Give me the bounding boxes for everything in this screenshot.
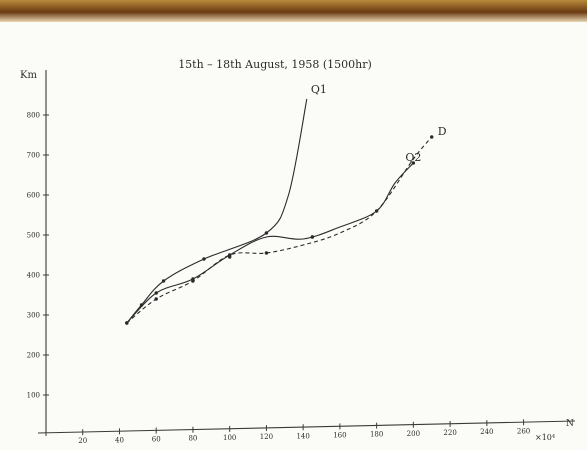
data-point-q2 bbox=[154, 291, 158, 295]
y-tick-label: 800 bbox=[27, 112, 40, 120]
data-point-d bbox=[430, 135, 434, 139]
data-point-d bbox=[154, 297, 158, 301]
series-label-d: D bbox=[438, 125, 447, 138]
x-tick-label: 80 bbox=[188, 435, 197, 443]
series-line-d bbox=[126, 136, 433, 324]
y-tick-label: 600 bbox=[27, 192, 40, 200]
x-tick-label: 240 bbox=[480, 428, 493, 436]
series-layer bbox=[125, 98, 434, 325]
x-tick-label: 100 bbox=[223, 434, 236, 442]
data-point-d bbox=[264, 251, 269, 255]
data-point-q1 bbox=[161, 279, 166, 283]
x-tick-label: 140 bbox=[296, 432, 309, 440]
x-multiplier-label: ×10⁴ bbox=[535, 433, 555, 442]
x-tick-label: 200 bbox=[407, 430, 420, 438]
y-tick-label: 300 bbox=[27, 312, 40, 320]
series-label-q2: Q2 bbox=[405, 151, 421, 164]
series-labels: Q1 Q2 D bbox=[311, 83, 447, 164]
y-axis-label: Km bbox=[20, 70, 37, 81]
y-tick-label: 500 bbox=[27, 232, 40, 240]
paper-top-edge bbox=[0, 0, 587, 22]
x-axis-line bbox=[37, 420, 576, 434]
data-point-q1 bbox=[202, 257, 206, 261]
x-tick-label: 260 bbox=[517, 427, 530, 435]
data-point-d bbox=[227, 255, 232, 259]
chart-title: 15th – 18th August, 1958 (1500hr) bbox=[178, 58, 372, 71]
ticks: 20 40 60 80 100 120 140 160 180 200 220 240 260 100 20… bbox=[27, 112, 531, 446]
series-line-q2 bbox=[126, 162, 414, 324]
x-tick-label: 180 bbox=[370, 431, 383, 439]
x-tick-label: 40 bbox=[115, 436, 124, 444]
x-axis-label: N bbox=[566, 419, 574, 429]
x-tick-label: 120 bbox=[260, 433, 273, 441]
x-tick-label: 220 bbox=[443, 429, 456, 437]
series-label-q1: Q1 bbox=[311, 83, 327, 96]
x-tick-label: 20 bbox=[78, 437, 87, 445]
data-point-q2 bbox=[411, 161, 416, 165]
y-tick-label: 400 bbox=[27, 272, 40, 280]
data-point-d bbox=[374, 209, 379, 213]
data-point-q1 bbox=[264, 231, 269, 235]
y-tick-label: 200 bbox=[27, 352, 40, 360]
x-tick-label: 160 bbox=[333, 431, 346, 439]
y-tick-label: 700 bbox=[27, 152, 40, 160]
x-tick-label: 60 bbox=[152, 436, 161, 444]
data-point-d bbox=[310, 235, 315, 239]
y-tick-label: 100 bbox=[27, 392, 40, 400]
axes bbox=[37, 70, 576, 434]
data-point-d bbox=[191, 279, 195, 283]
